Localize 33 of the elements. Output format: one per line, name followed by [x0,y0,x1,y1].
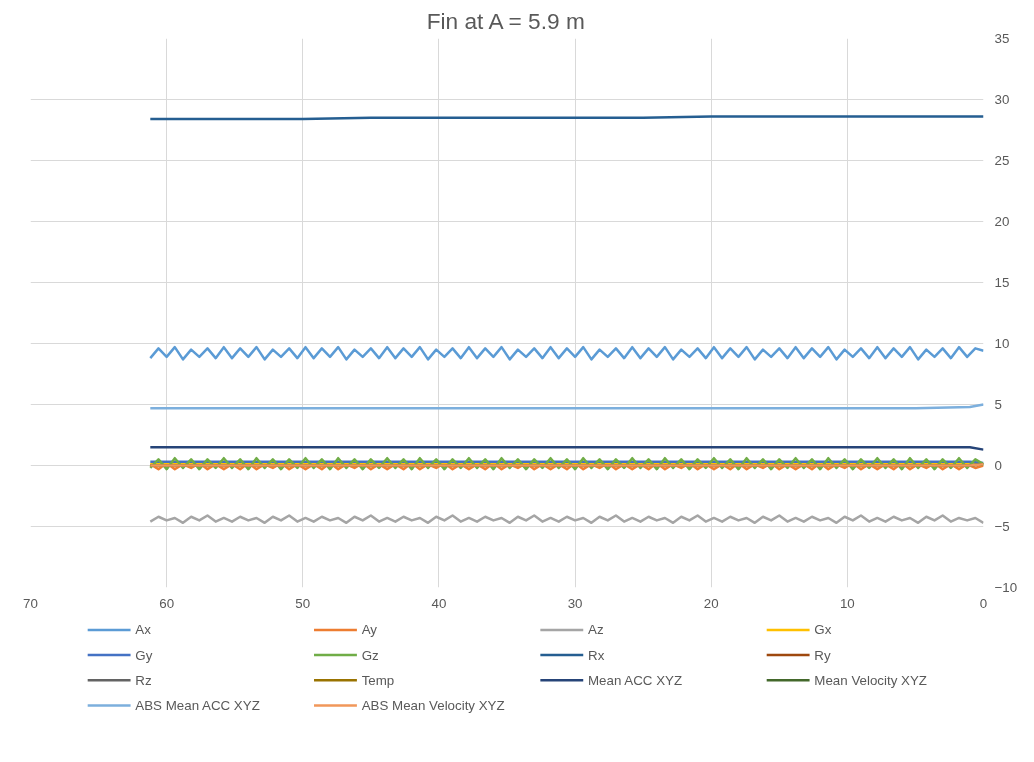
y-tick-label: 30 [994,92,1010,107]
x-tick-label: 60 [159,595,175,611]
legend-label: Temp [361,672,395,688]
legend-label: Ax [135,622,152,638]
chart-title: Fin at A = 5.9 m [426,7,585,34]
legend-label: Gy [135,647,153,663]
y-tick-label: 5 [994,397,1002,412]
x-tick-label: 30 [567,595,583,611]
legend-label: ABS Mean Velocity XYZ [361,698,505,713]
legend-label: Rz [135,672,152,688]
y-tick-label: 35 [994,31,1010,46]
legend-label: Gz [361,647,379,663]
y-tick-label: 15 [994,275,1010,290]
legend-label: Rx [588,647,605,663]
legend-label: Ry [814,647,831,663]
legend-label: Mean ACC XYZ [588,672,683,688]
legend-label: Az [588,622,604,638]
x-tick-label: 40 [431,595,447,611]
y-tick-label: −5 [994,519,1010,534]
legend-label: Gx [814,622,832,638]
y-tick-label: 10 [994,336,1010,351]
legend-label: Ay [361,622,378,638]
x-tick-label: 10 [839,595,855,611]
y-tick-label: 20 [994,214,1010,229]
x-tick-label: 0 [979,595,988,611]
y-tick-label: −10 [994,580,1018,595]
x-tick-label: 50 [295,595,311,611]
x-tick-label: 70 [23,595,38,611]
legend-label: ABS Mean ACC XYZ [135,698,260,713]
y-tick-label: 25 [994,153,1010,168]
legend-label: Mean Velocity XYZ [814,672,927,688]
x-tick-label: 20 [703,595,719,611]
y-tick-label: 0 [994,458,1002,473]
